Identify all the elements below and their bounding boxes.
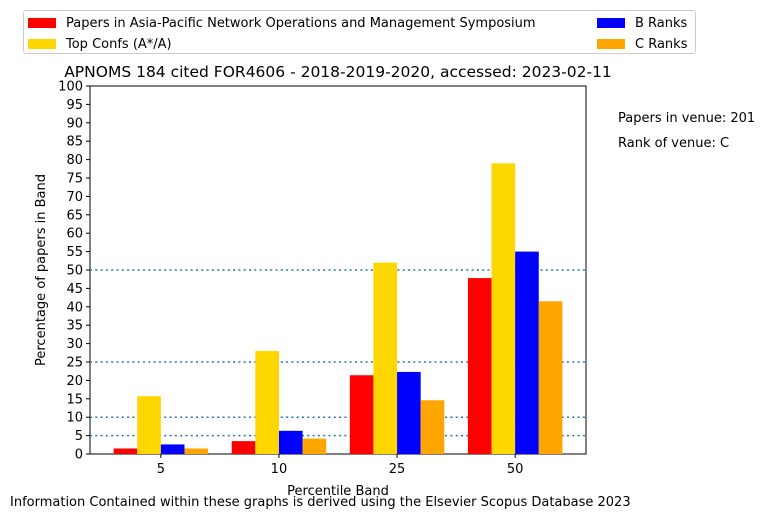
legend-label-b-ranks: B Ranks — [635, 16, 688, 31]
bar — [420, 400, 445, 454]
legend-swatch-b-ranks — [597, 18, 625, 28]
legend: Papers in Asia-Pacific Network Operation… — [23, 10, 696, 54]
legend-item-venue: Papers in Asia-Pacific Network Operation… — [28, 16, 536, 31]
legend-swatch-venue — [28, 18, 56, 28]
y-tick-label: 30 — [66, 337, 83, 352]
bar — [373, 262, 398, 454]
legend-swatch-c-ranks — [597, 39, 625, 49]
bar — [137, 396, 161, 454]
x-tick-label: 25 — [389, 462, 406, 477]
bar — [302, 438, 327, 454]
y-tick-label: 55 — [66, 245, 83, 260]
x-tick-label: 5 — [157, 462, 165, 477]
legend-label-top-confs: Top Confs (A*/A) — [66, 37, 172, 52]
bar — [160, 444, 185, 454]
chart-title: APNOMS 184 cited FOR4606 - 2018-2019-202… — [64, 63, 612, 81]
x-axis-label: Percentile Band — [287, 484, 389, 499]
bar — [113, 448, 138, 454]
bar — [467, 278, 492, 454]
y-tick-label: 0 — [75, 448, 83, 463]
bar — [255, 350, 279, 454]
x-tick-label: 50 — [507, 462, 524, 477]
bar — [515, 251, 539, 454]
bar — [397, 371, 421, 454]
bars — [113, 163, 563, 454]
x-tick-label: 10 — [271, 462, 288, 477]
y-axis-label: Percentage of papers in Band — [34, 174, 49, 366]
y-tick-label: 5 — [75, 429, 83, 444]
y-tick-label: 65 — [66, 208, 83, 223]
legend-label-c-ranks: C Ranks — [635, 37, 688, 52]
y-tick-label: 35 — [66, 319, 83, 334]
bar — [231, 441, 256, 454]
y-tick-label: 75 — [66, 172, 83, 187]
y-tick-label: 20 — [66, 374, 83, 389]
legend-label-venue: Papers in Asia-Pacific Network Operation… — [66, 16, 536, 31]
y-tick-label: 40 — [66, 300, 83, 315]
y-tick-label: 90 — [66, 116, 83, 131]
papers-in-venue-text: Papers in venue: 201 — [618, 111, 756, 126]
footer-note: Information Contained within these graph… — [10, 495, 631, 510]
y-tick-label: 80 — [66, 153, 83, 168]
legend-swatch-top-confs — [28, 39, 56, 49]
x-axis: 5 10 25 50 — [157, 454, 524, 477]
legend-item-b-ranks: B Ranks — [597, 16, 687, 31]
y-tick-label: 85 — [66, 135, 83, 150]
y-axis: 0 5 10 15 20 25 30 35 40 45 50 55 60 65 70 75 80 85 90 95 10… — [58, 80, 90, 463]
y-tick-label: 100 — [58, 80, 83, 95]
bar — [538, 301, 563, 454]
y-tick-label: 60 — [66, 227, 83, 242]
legend-item-c-ranks: C Ranks — [597, 37, 687, 52]
bar — [491, 163, 516, 454]
y-tick-label: 15 — [66, 392, 83, 407]
y-tick-label: 25 — [66, 356, 83, 371]
y-tick-label: 45 — [66, 282, 83, 297]
y-tick-label: 95 — [66, 98, 83, 113]
y-tick-label: 70 — [66, 190, 83, 205]
legend-item-top-confs: Top Confs (A*/A) — [28, 37, 172, 52]
bar — [349, 375, 374, 454]
bar — [184, 448, 209, 454]
bar — [278, 430, 303, 454]
y-tick-label: 50 — [66, 264, 83, 279]
rank-of-venue-text: Rank of venue: C — [618, 136, 730, 151]
y-tick-label: 10 — [66, 411, 83, 426]
